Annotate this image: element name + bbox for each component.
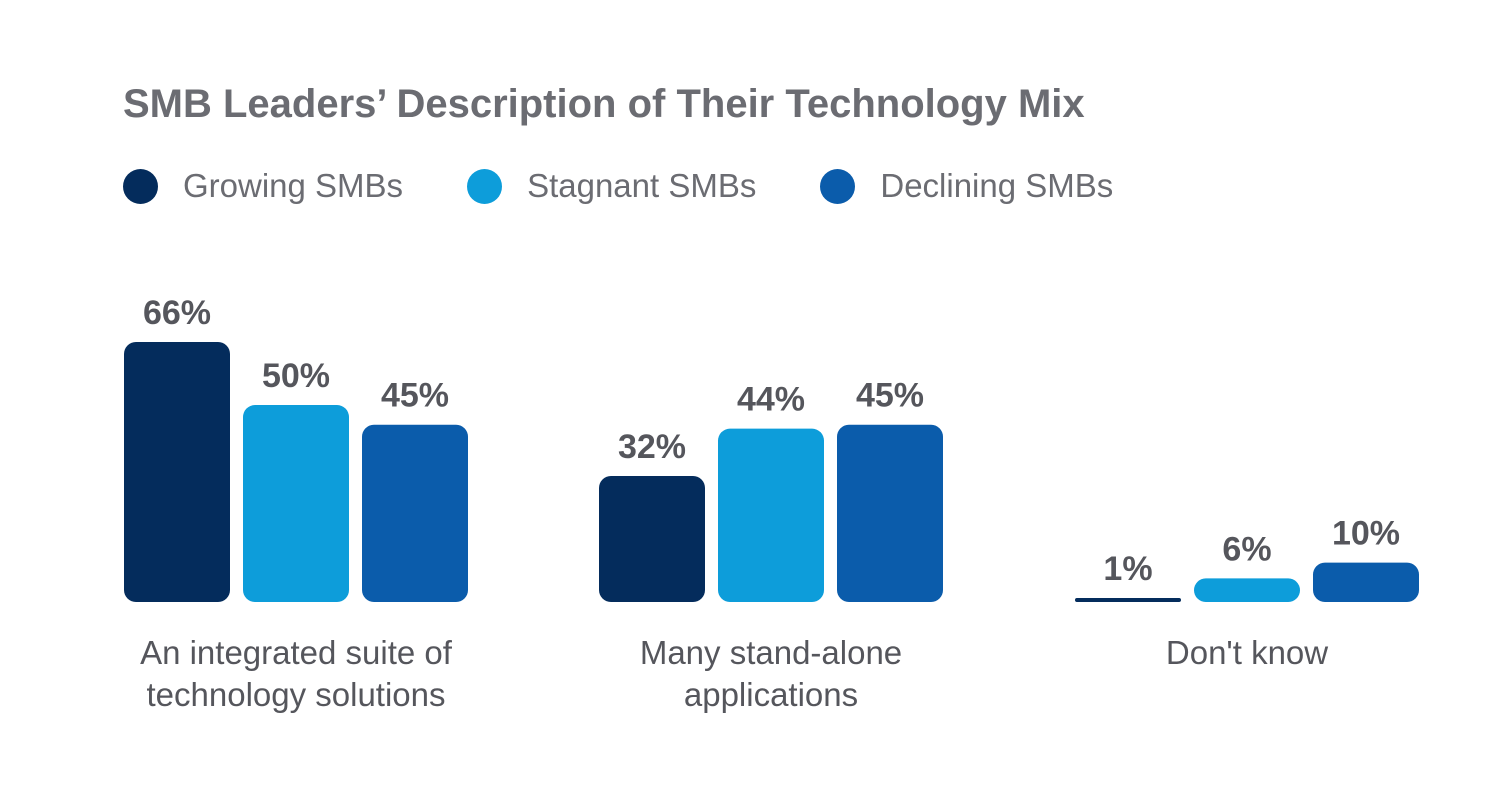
legend-label-growing: Growing SMBs (183, 167, 404, 204)
legend-label-stagnant: Stagnant SMBs (527, 167, 757, 204)
category-label-line: applications (684, 676, 858, 713)
bar-declining-smbs-0 (362, 424, 468, 602)
legend: Growing SMBs Stagnant SMBs Declining SMB… (123, 162, 1177, 210)
category-label: Many stand-alone applications (640, 634, 902, 713)
legend-swatch-growing (123, 168, 158, 204)
chart-title: SMB Leaders’ Description of Their Techno… (123, 82, 1085, 126)
category-label-line: An integrated suite of (140, 634, 453, 671)
legend-item-growing: Growing SMBs (123, 167, 403, 205)
bar-group-2: 1% 6% 10% Don't know (1075, 515, 1419, 671)
value-label: 10% (1332, 515, 1400, 553)
value-label: 44% (737, 381, 805, 419)
legend-swatch-declining (820, 168, 856, 204)
value-label: 6% (1222, 530, 1271, 568)
legend-label-declining: Declining SMBs (880, 167, 1114, 204)
category-label-line: technology solutions (146, 676, 445, 713)
bar-group-1: 32% 44% 45% Many stand-alone applications (599, 377, 943, 713)
legend-item-declining: Declining SMBs (820, 167, 1113, 205)
value-label: 66% (143, 294, 211, 332)
value-label: 50% (262, 357, 330, 395)
category-label: Don't know (1166, 634, 1328, 671)
bar-stagnant-smbs-1 (718, 428, 824, 602)
bar-stagnant-smbs-0 (243, 405, 349, 602)
category-label: An integrated suite of technology solutio… (140, 634, 453, 713)
bar-growing-smbs-2 (1075, 598, 1181, 602)
bar-growing-smbs-0 (124, 342, 230, 602)
bar-declining-smbs-2 (1313, 562, 1419, 602)
legend-item-stagnant: Stagnant SMBs (467, 167, 756, 205)
value-label: 32% (618, 428, 686, 466)
value-label: 45% (381, 377, 449, 415)
value-label: 1% (1103, 550, 1152, 588)
category-label-line: Many stand-alone (640, 634, 902, 671)
bar-stagnant-smbs-2 (1194, 578, 1300, 602)
bar-declining-smbs-1 (837, 424, 943, 602)
bar-growing-smbs-1 (599, 475, 705, 602)
bar-group-0: 66% 50% 45% An integrated suite of technolog… (124, 294, 468, 713)
legend-swatch-stagnant (467, 168, 503, 204)
category-label-line: Don't know (1166, 634, 1328, 671)
value-label: 45% (856, 377, 924, 415)
